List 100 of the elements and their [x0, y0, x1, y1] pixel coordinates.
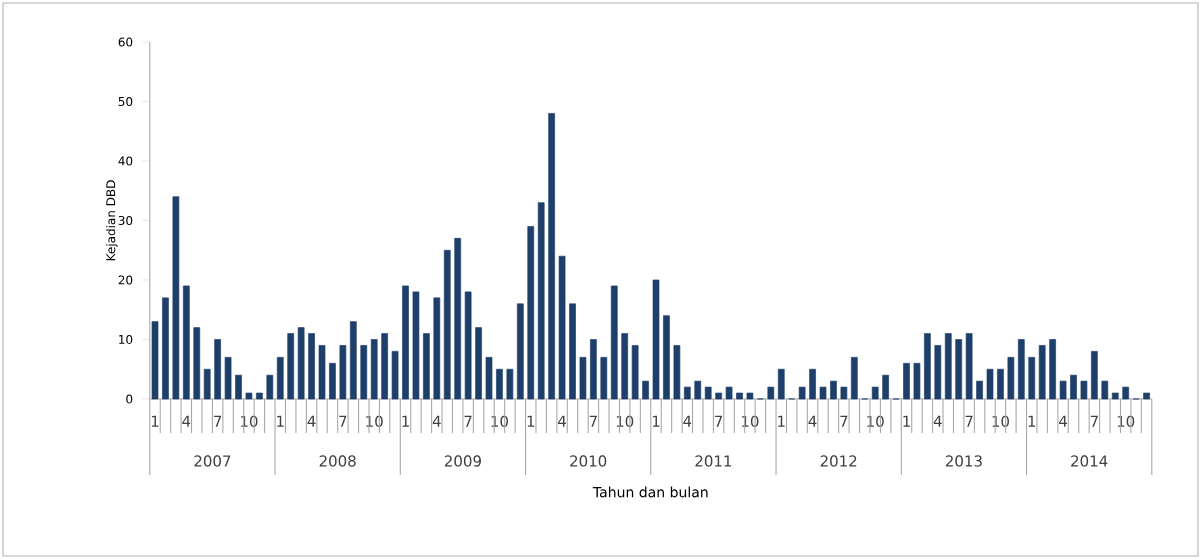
x-tick-label: 10 — [742, 415, 759, 428]
bar — [318, 345, 326, 400]
bar — [610, 285, 618, 400]
bar — [1007, 357, 1015, 400]
x-tick-label: 4 — [182, 415, 191, 427]
bar — [715, 392, 722, 400]
bar — [485, 357, 493, 400]
bar — [516, 303, 524, 400]
bar — [579, 357, 587, 400]
bar — [287, 333, 295, 400]
text: 2010 — [570, 455, 607, 467]
bar — [683, 386, 691, 400]
bar — [370, 339, 378, 400]
x-tick-label: 1 — [652, 415, 660, 427]
bar — [548, 113, 555, 400]
bar — [725, 386, 733, 400]
text: 2012 — [820, 455, 857, 467]
bar — [256, 392, 263, 400]
bar — [558, 255, 566, 400]
x-tick-label: 10 — [867, 415, 884, 428]
y-tick-label: 20 — [118, 275, 133, 285]
bar — [1091, 351, 1098, 400]
bar — [214, 339, 221, 400]
text: 2008 — [319, 455, 356, 467]
bar — [986, 368, 994, 400]
bar — [162, 297, 169, 400]
bar — [840, 386, 848, 400]
bar — [1080, 380, 1088, 400]
y-tick-label: 50 — [118, 96, 133, 107]
x-tick-label: 4 — [683, 415, 692, 427]
x-tick-label: 7 — [965, 415, 973, 427]
x-tick-label: 4 — [933, 415, 942, 427]
bar — [746, 392, 754, 400]
x-tick-label: 1 — [402, 415, 409, 427]
bar — [1111, 392, 1119, 400]
bar — [997, 368, 1004, 400]
x-tick-label: 7 — [1090, 415, 1098, 427]
y-tick-label: 60 — [118, 37, 133, 47]
y-tick-label: 30 — [118, 215, 133, 226]
bar — [464, 291, 472, 400]
bar — [151, 321, 159, 400]
bar — [412, 291, 420, 400]
bar — [1028, 357, 1036, 400]
bar — [224, 357, 232, 400]
x-tick-label: 7 — [589, 415, 597, 427]
x-tick-label: 10 — [992, 415, 1009, 428]
x-tick-label: 1 — [277, 415, 284, 427]
x-tick-label: 7 — [715, 415, 723, 427]
x-tick-label: 4 — [1059, 415, 1067, 427]
x-tick-label: 1 — [151, 415, 159, 427]
x-tick-label: 4 — [808, 415, 817, 427]
bar — [631, 345, 639, 400]
bar — [903, 362, 910, 400]
x-tick-label: 10 — [366, 415, 383, 428]
bar — [423, 333, 430, 400]
x-tick-label: 1 — [527, 415, 535, 427]
bar — [569, 303, 576, 400]
bar — [934, 345, 942, 400]
bar — [871, 386, 879, 400]
y-axis-title: Kejadian DBD — [105, 180, 118, 261]
bar — [673, 345, 681, 400]
bar — [454, 238, 462, 400]
bar — [360, 345, 368, 400]
bar — [809, 368, 816, 400]
bar — [172, 196, 180, 400]
x-tick-label: 7 — [214, 415, 222, 427]
bar — [600, 357, 608, 400]
bar — [913, 362, 921, 400]
bar — [590, 339, 597, 400]
text: 2014 — [1071, 455, 1108, 467]
bar — [308, 333, 315, 400]
bar — [704, 386, 712, 400]
bar — [1038, 345, 1046, 400]
bar — [882, 374, 889, 400]
x-tick-label: 10 — [241, 415, 258, 428]
y-tick-label: 40 — [118, 156, 133, 166]
bar — [663, 315, 670, 400]
bar — [694, 380, 702, 400]
bar — [527, 226, 535, 400]
text: 2013 — [945, 455, 982, 467]
text: 2009 — [444, 455, 481, 467]
bar — [767, 386, 775, 400]
bar — [798, 386, 806, 400]
bar — [1143, 392, 1150, 400]
bar — [349, 321, 357, 400]
bar — [830, 380, 837, 400]
x-tick-label: 7 — [840, 415, 848, 427]
x-tick-label: 7 — [464, 415, 472, 427]
bar — [537, 202, 545, 400]
bar — [1070, 374, 1077, 400]
bar — [475, 327, 482, 400]
text: 2007 — [194, 455, 231, 467]
bar — [976, 380, 983, 400]
bar — [1049, 339, 1056, 400]
bar — [276, 357, 284, 400]
bar — [652, 279, 660, 400]
bar — [193, 327, 201, 400]
bar — [266, 374, 274, 400]
x-tick-label: 1 — [903, 415, 910, 427]
x-tick-label: 4 — [432, 415, 441, 427]
